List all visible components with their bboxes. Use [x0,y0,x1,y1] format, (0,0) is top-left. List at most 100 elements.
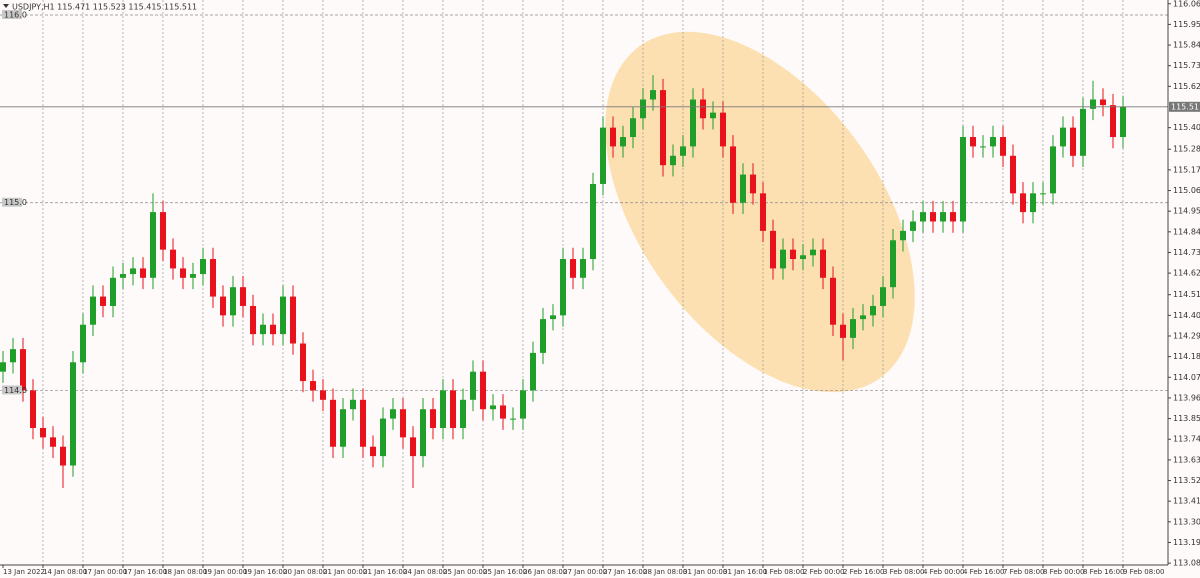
x-tick-label: 13 Jan 2022 [3,568,45,576]
candle-body [650,90,656,100]
current-price-label: 115.511 [1171,102,1200,111]
y-tick-label: 115.400 [1173,123,1200,132]
y-tick-label: 114.510 [1173,290,1200,299]
y-tick-label: 116.060 [1173,0,1200,8]
candle-body [1000,137,1006,156]
candle-body [40,427,46,438]
candle-body [820,249,826,278]
candle-body [1070,127,1076,156]
candle-body [100,296,106,306]
candle-body [170,249,176,269]
candle-body [990,137,996,147]
candle-body [90,296,96,325]
candle-body [190,274,196,278]
x-tick-label: 21 Jan 16:00 [363,568,407,576]
candle-body [480,371,486,410]
candle-body [870,305,876,316]
x-tick-label: 25 Jan 16:00 [483,568,527,576]
y-tick-label: 115.950 [1173,20,1200,29]
candle-body [780,249,786,269]
candle-body [610,127,616,147]
candle-body [60,446,66,466]
candle-body [120,274,126,278]
candle-body [720,112,726,147]
candle-body [740,174,746,203]
current-price-bg [1169,101,1200,112]
candle-body [1050,146,1056,194]
candle-body [500,405,506,419]
candle-body [330,399,336,447]
candle-body [580,259,586,278]
candle-body [370,446,376,457]
x-tick-label: 8 Feb 16:00 [1083,568,1124,576]
candle-body [30,390,36,428]
x-tick-label: 19 Jan 16:00 [243,568,287,576]
candle-body [10,349,16,363]
candle-body [540,319,546,353]
candle-body [690,99,696,147]
candle-body [350,399,356,410]
level-label: 116.0 [4,11,27,20]
x-tick-label: 7 Feb 08:00 [1003,568,1044,576]
x-tick-label: 2 Feb 00:00 [803,568,844,576]
candle-body [390,409,396,419]
y-tick-label: 113.190 [1173,538,1200,547]
candle-body [910,221,916,231]
x-tick-label: 19 Jan 00:00 [203,568,247,576]
candle-body [750,174,756,194]
candle-body [180,268,186,278]
candle-body [80,324,86,363]
candle-body [680,146,686,156]
candle-body [660,90,666,166]
y-tick-label: 115.175 [1173,165,1200,174]
y-tick-label: 114.290 [1173,331,1200,340]
candle-body [950,212,956,222]
candle-body [1060,127,1066,147]
y-tick-label: 114.735 [1173,248,1200,257]
x-tick-label: 27 Jan 16:00 [603,568,647,576]
candle-body [300,343,306,382]
candle-body [570,259,576,278]
menu-triangle[interactable] [3,4,9,8]
candles [0,75,1126,489]
candle-body [920,212,926,222]
candle-body [140,268,146,278]
candle-body [1020,193,1026,213]
candle-body [280,296,286,335]
candle-body [360,399,366,447]
x-tick-label: 8 Feb 00:00 [1043,568,1084,576]
level-label-bg [2,197,22,207]
x-tick-label: 14 Jan 08:00 [43,568,87,576]
y-tick-label: 115.065 [1173,186,1200,195]
candle-body [810,249,816,256]
y-tick-label: 115.285 [1173,145,1200,154]
candle-body [550,315,556,320]
x-tick-label: 26 Jan 08:00 [523,568,567,576]
candle-body [20,349,26,391]
candle-body [880,287,886,306]
chart-title: USDJPY,H1 115.471 115.523 115.415 115.51… [12,3,197,12]
y-tick-label: 114.955 [1173,207,1200,216]
candle-body [730,146,736,203]
candle-body [930,212,936,222]
candle-body [0,362,6,372]
candle-body [760,193,766,231]
candle-body [150,212,156,278]
level-label-bg [2,10,22,20]
y-tick-label: 114.180 [1173,352,1200,361]
y-tick-label: 113.850 [1173,414,1200,423]
y-tick-label: 113.410 [1173,497,1200,506]
candle-body [1090,99,1096,109]
y-tick-label: 113.630 [1173,455,1200,464]
y-tick-label: 115.730 [1173,61,1200,70]
candle-body [430,409,436,428]
overlay: 116.0 115.0 114.0 [0,10,1168,395]
y-tick-label: 114.400 [1173,311,1200,320]
candle-body [1040,193,1046,195]
y-tick-label: 115.620 [1173,82,1200,91]
x-tick-label: 17 Jan 00:00 [83,568,127,576]
candle-body [1100,99,1106,106]
candle-body [380,418,386,457]
y-tick-label: 114.070 [1173,373,1200,382]
candle-body [840,324,846,338]
